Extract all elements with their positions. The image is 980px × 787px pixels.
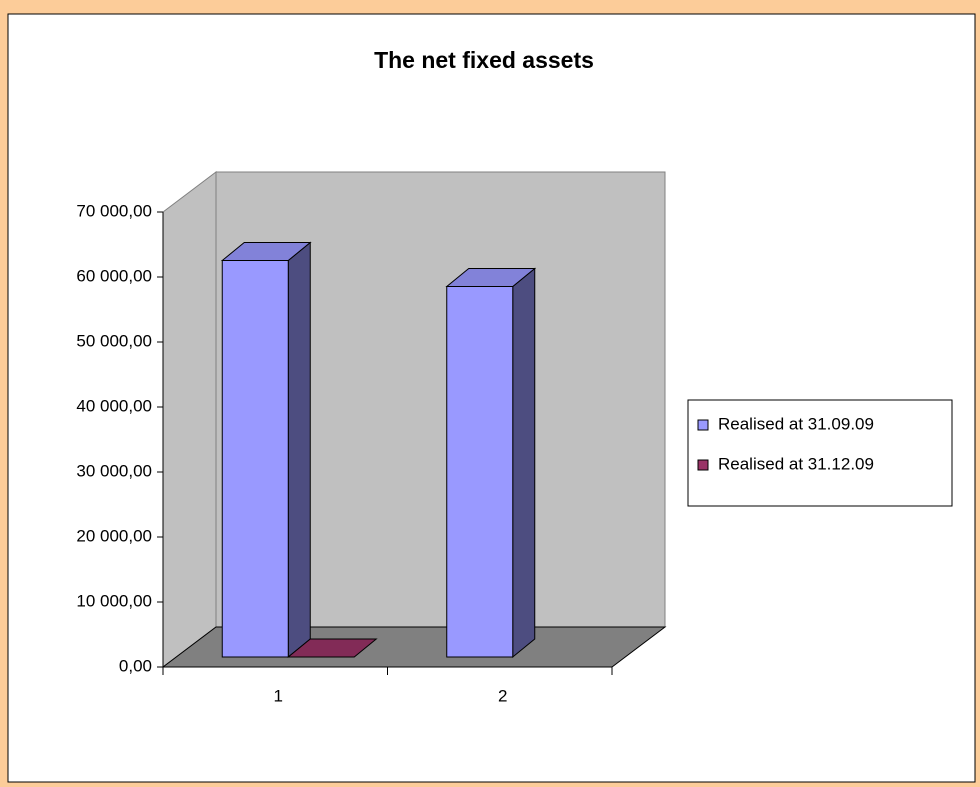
bar-side — [512, 267, 536, 659]
legend-label: Realised at 31.09.09 — [718, 414, 874, 433]
chart-title: The net fixed assets — [374, 47, 594, 73]
y-tick-label: 70 000,00 — [76, 201, 152, 220]
legend-box — [687, 399, 953, 507]
bar — [445, 267, 537, 659]
bar-top — [445, 268, 537, 287]
x-tick-label: 1 — [274, 686, 283, 705]
y-tick-label: 60 000,00 — [76, 266, 152, 285]
bar-top — [286, 638, 378, 658]
y-tick-label: 50 000,00 — [76, 331, 152, 350]
y-tick-label: 40 000,00 — [76, 396, 152, 415]
y-tick-label: 0,00 — [119, 656, 152, 675]
y-tick-label: 30 000,00 — [76, 461, 152, 480]
x-tick-label: 2 — [498, 686, 507, 705]
legend-swatch — [697, 419, 709, 431]
bar — [220, 241, 312, 659]
bar-front — [446, 286, 514, 658]
bar-front — [221, 260, 289, 658]
bar-side — [287, 241, 311, 659]
bar — [286, 638, 378, 658]
legend-swatch — [697, 459, 709, 471]
y-tick-label: 20 000,00 — [76, 526, 152, 545]
bar-top — [220, 242, 312, 261]
y-tick-label: 10 000,00 — [76, 591, 152, 610]
legend-label: Realised at 31.12.09 — [718, 454, 874, 473]
side-wall — [162, 170, 217, 669]
